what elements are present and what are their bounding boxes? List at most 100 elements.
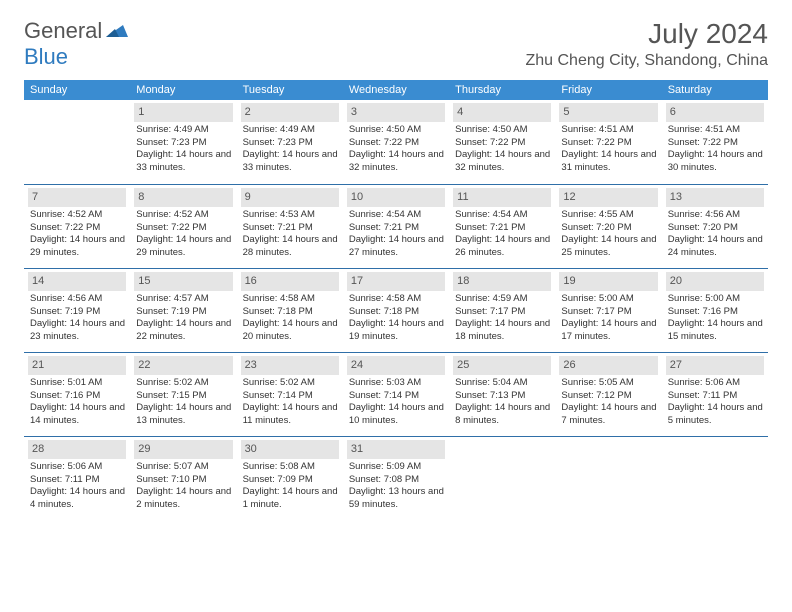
sunrise-text: Sunrise: 5:02 AM [243, 377, 339, 390]
sunrise-text: Sunrise: 5:01 AM [30, 377, 126, 390]
sunrise-text: Sunrise: 4:49 AM [243, 124, 339, 137]
sunrise-text: Sunrise: 4:51 AM [668, 124, 764, 137]
header: General July 2024 Zhu Cheng City, Shando… [0, 0, 792, 74]
calendar-cell: 25Sunrise: 5:04 AMSunset: 7:13 PMDayligh… [449, 352, 555, 436]
sunset-text: Sunset: 7:14 PM [243, 390, 339, 403]
sunrise-text: Sunrise: 5:02 AM [136, 377, 232, 390]
weekday-header: Saturday [662, 80, 768, 100]
day-number: 24 [347, 356, 445, 375]
sunrise-text: Sunrise: 5:05 AM [561, 377, 657, 390]
calendar-cell: 16Sunrise: 4:58 AMSunset: 7:18 PMDayligh… [237, 268, 343, 352]
weekday-header: Sunday [24, 80, 130, 100]
daylight-text: Daylight: 14 hours and 29 minutes. [136, 234, 232, 260]
sunset-text: Sunset: 7:16 PM [30, 390, 126, 403]
day-number [559, 440, 657, 444]
calendar-cell: 7 Sunrise: 4:52 AMSunset: 7:22 PMDaylight… [24, 184, 130, 268]
day-info: Sunrise: 4:49 AMSunset: 7:23 PMDaylight:… [241, 124, 339, 175]
day-number: 17 [347, 272, 445, 291]
calendar-cell: 12Sunrise: 4:55 AMSunset: 7:20 PMDayligh… [555, 184, 661, 268]
day-number: 20 [666, 272, 764, 291]
sunset-text: Sunset: 7:22 PM [561, 137, 657, 150]
day-number [453, 440, 551, 444]
sunset-text: Sunset: 7:18 PM [349, 306, 445, 319]
calendar-cell: 24 Sunrise: 5:03 AMSunset: 7:14 PMDayligh… [343, 352, 449, 436]
day-info: Sunrise: 4:51 AMSunset: 7:22 PMDaylight:… [559, 124, 657, 175]
day-info: Sunrise: 5:03 AMSunset: 7:14 PMDaylight:… [347, 377, 445, 428]
calendar-cell: 23Sunrise: 5:02 AMSunset: 7:14 PMDayligh… [237, 352, 343, 436]
calendar-cell: 27Sunrise: 5:06 AMSunset: 7:11 PMDayligh… [662, 352, 768, 436]
daylight-text: Daylight: 14 hours and 5 minutes. [668, 402, 764, 428]
day-info: Sunrise: 4:53 AMSunset: 7:21 PMDaylight:… [241, 209, 339, 260]
calendar-cell: 19Sunrise: 5:00 AMSunset: 7:17 PMDayligh… [555, 268, 661, 352]
day-number: 29 [134, 440, 232, 459]
daylight-text: Daylight: 14 hours and 32 minutes. [455, 149, 551, 175]
sunset-text: Sunset: 7:22 PM [455, 137, 551, 150]
day-number: 10 [347, 188, 445, 207]
calendar-cell: 1Sunrise: 4:49 AMSunset: 7:23 PMDaylight… [130, 100, 236, 184]
day-number: 15 [134, 272, 232, 291]
sunrise-text: Sunrise: 4:52 AM [136, 209, 232, 222]
sunset-text: Sunset: 7:21 PM [349, 222, 445, 235]
sunrise-text: Sunrise: 5:08 AM [243, 461, 339, 474]
day-info: Sunrise: 5:00 AMSunset: 7:16 PMDaylight:… [666, 293, 764, 344]
day-info: Sunrise: 4:56 AMSunset: 7:20 PMDaylight:… [666, 209, 764, 260]
logo-text-blue: Blue [24, 44, 68, 69]
day-info: Sunrise: 4:50 AMSunset: 7:22 PMDaylight:… [453, 124, 551, 175]
sunset-text: Sunset: 7:17 PM [455, 306, 551, 319]
sunrise-text: Sunrise: 5:04 AM [455, 377, 551, 390]
day-number: 7 [28, 188, 126, 207]
sunset-text: Sunset: 7:14 PM [349, 390, 445, 403]
calendar-cell: 28Sunrise: 5:06 AMSunset: 7:11 PMDayligh… [24, 436, 130, 520]
day-number [28, 103, 126, 107]
day-info: Sunrise: 4:58 AMSunset: 7:18 PMDaylight:… [347, 293, 445, 344]
daylight-text: Daylight: 14 hours and 13 minutes. [136, 402, 232, 428]
day-number: 1 [134, 103, 232, 122]
day-info: Sunrise: 4:56 AMSunset: 7:19 PMDaylight:… [28, 293, 126, 344]
day-number: 6 [666, 103, 764, 122]
daylight-text: Daylight: 14 hours and 30 minutes. [668, 149, 764, 175]
day-number: 5 [559, 103, 657, 122]
sunset-text: Sunset: 7:20 PM [668, 222, 764, 235]
daylight-text: Daylight: 14 hours and 2 minutes. [136, 486, 232, 512]
daylight-text: Daylight: 14 hours and 33 minutes. [136, 149, 232, 175]
daylight-text: Daylight: 14 hours and 8 minutes. [455, 402, 551, 428]
day-info: Sunrise: 5:06 AMSunset: 7:11 PMDaylight:… [28, 461, 126, 512]
day-info: Sunrise: 4:55 AMSunset: 7:20 PMDaylight:… [559, 209, 657, 260]
sunrise-text: Sunrise: 4:51 AM [561, 124, 657, 137]
calendar-cell: 29Sunrise: 5:07 AMSunset: 7:10 PMDayligh… [130, 436, 236, 520]
calendar-cell: 18Sunrise: 4:59 AMSunset: 7:17 PMDayligh… [449, 268, 555, 352]
day-info: Sunrise: 4:52 AMSunset: 7:22 PMDaylight:… [28, 209, 126, 260]
weekday-header: Friday [555, 80, 661, 100]
calendar-cell: 9Sunrise: 4:53 AMSunset: 7:21 PMDaylight… [237, 184, 343, 268]
calendar: SundayMondayTuesdayWednesdayThursdayFrid… [24, 80, 768, 520]
sunrise-text: Sunrise: 5:07 AM [136, 461, 232, 474]
sunrise-text: Sunrise: 4:54 AM [349, 209, 445, 222]
day-number [666, 440, 764, 444]
weekday-header: Tuesday [237, 80, 343, 100]
daylight-text: Daylight: 14 hours and 28 minutes. [243, 234, 339, 260]
daylight-text: Daylight: 14 hours and 18 minutes. [455, 318, 551, 344]
sunset-text: Sunset: 7:18 PM [243, 306, 339, 319]
sunset-text: Sunset: 7:23 PM [243, 137, 339, 150]
calendar-cell: 20 Sunrise: 5:00 AMSunset: 7:16 PMDayligh… [662, 268, 768, 352]
daylight-text: Daylight: 14 hours and 22 minutes. [136, 318, 232, 344]
calendar-cell: 15Sunrise: 4:57 AMSunset: 7:19 PMDayligh… [130, 268, 236, 352]
sunrise-text: Sunrise: 5:00 AM [561, 293, 657, 306]
daylight-text: Daylight: 14 hours and 24 minutes. [668, 234, 764, 260]
day-number: 26 [559, 356, 657, 375]
day-number: 3 [347, 103, 445, 122]
sunrise-text: Sunrise: 4:57 AM [136, 293, 232, 306]
calendar-cell: 11Sunrise: 4:54 AMSunset: 7:21 PMDayligh… [449, 184, 555, 268]
sunrise-text: Sunrise: 4:49 AM [136, 124, 232, 137]
day-number: 30 [241, 440, 339, 459]
day-info: Sunrise: 4:54 AMSunset: 7:21 PMDaylight:… [347, 209, 445, 260]
daylight-text: Daylight: 14 hours and 32 minutes. [349, 149, 445, 175]
sunset-text: Sunset: 7:08 PM [349, 474, 445, 487]
sunset-text: Sunset: 7:22 PM [30, 222, 126, 235]
day-info: Sunrise: 5:01 AMSunset: 7:16 PMDaylight:… [28, 377, 126, 428]
sunrise-text: Sunrise: 4:56 AM [668, 209, 764, 222]
day-info: Sunrise: 4:59 AMSunset: 7:17 PMDaylight:… [453, 293, 551, 344]
daylight-text: Daylight: 14 hours and 19 minutes. [349, 318, 445, 344]
calendar-cell [662, 436, 768, 520]
day-info: Sunrise: 5:05 AMSunset: 7:12 PMDaylight:… [559, 377, 657, 428]
